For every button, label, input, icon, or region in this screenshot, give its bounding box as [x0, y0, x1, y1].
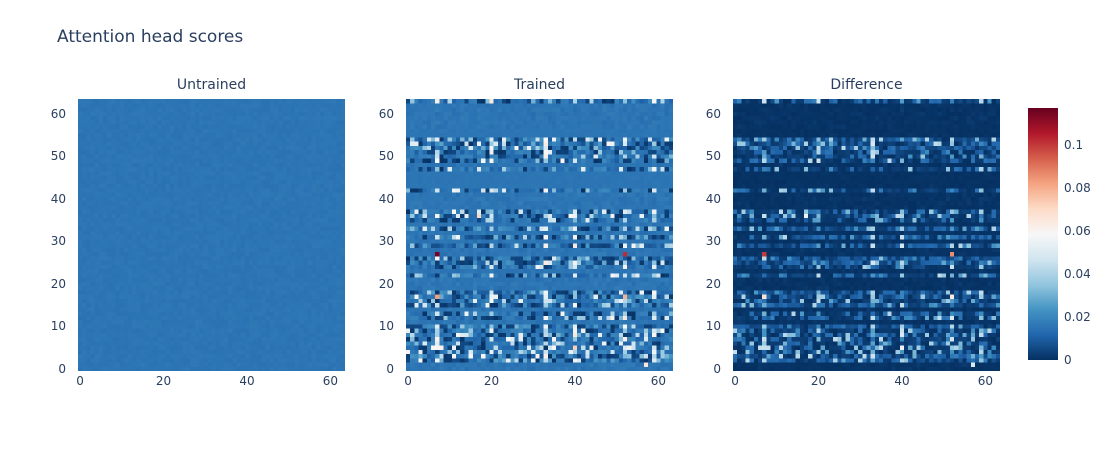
- colorbar-gradient: [1028, 108, 1058, 360]
- figure-title: Attention head scores: [57, 27, 244, 47]
- y-tick-label: 0: [386, 361, 394, 376]
- y-tick-label: 20: [378, 276, 394, 291]
- x-axis-difference: 0 20 40 60: [731, 374, 1000, 390]
- y-tick-label: 30: [378, 234, 394, 249]
- colorbar-ticks: 0 0.02 0.04 0.06 0.08 0.1: [1064, 108, 1109, 367]
- subplot-difference-title: Difference: [830, 77, 903, 93]
- colorbar-tick-label: 0: [1064, 353, 1072, 367]
- y-axis-untrained: 0 10 20 30 40 50 60: [34, 99, 72, 376]
- colorbar-tick-label: 0.06: [1064, 223, 1091, 238]
- x-tick-label: 40: [567, 374, 583, 388]
- y-tick-label: 50: [378, 149, 394, 164]
- colorbar-tick-label: 0.08: [1064, 180, 1091, 195]
- x-axis-trained: 0 20 40 60: [404, 374, 673, 390]
- x-tick-label: 60: [650, 374, 667, 388]
- colorbar: 0 0.02 0.04 0.06 0.08 0.1: [1028, 108, 1091, 367]
- y-tick-label: 10: [378, 319, 394, 334]
- y-axis-difference: 0 10 20 30 40 50 60: [689, 99, 727, 376]
- x-tick-label: 40: [239, 374, 255, 388]
- x-tick-label: 0: [731, 374, 739, 388]
- y-tick-label: 60: [50, 106, 66, 121]
- x-tick-label: 60: [977, 374, 994, 388]
- y-tick-label: 40: [50, 191, 66, 206]
- y-tick-label: 20: [705, 276, 721, 291]
- y-tick-label: 60: [705, 106, 721, 121]
- x-tick-label: 40: [894, 374, 910, 388]
- y-tick-label: 30: [50, 234, 66, 249]
- subplot-trained: Trained 0 10 20 30 40 50 60 0 20 40 60: [379, 77, 673, 388]
- y-tick-label: 50: [50, 149, 66, 164]
- subplot-difference: Difference 0 10 20 30 40 50 60 0 20 40 60: [706, 77, 1000, 388]
- y-tick-label: 60: [378, 106, 394, 121]
- subplot-untrained: Untrained 0 10 20 30 40 50 60 0 20 40 60: [51, 77, 345, 388]
- x-tick-label: 0: [76, 374, 84, 388]
- y-tick-label: 10: [50, 319, 66, 334]
- y-tick-label: 40: [378, 191, 394, 206]
- y-tick-label: 0: [58, 361, 66, 376]
- x-tick-label: 60: [322, 374, 339, 388]
- y-tick-label: 10: [705, 319, 721, 334]
- x-tick-label: 0: [404, 374, 412, 388]
- x-tick-label: 20: [155, 374, 172, 388]
- colorbar-tick-label: 0.04: [1064, 266, 1091, 281]
- y-tick-label: 50: [705, 149, 721, 164]
- y-tick-label: 40: [705, 191, 721, 206]
- subplot-untrained-title: Untrained: [176, 77, 247, 93]
- y-tick-label: 30: [705, 234, 721, 249]
- heatmap-difference[interactable]: [733, 99, 1000, 371]
- x-tick-label: 20: [483, 374, 500, 388]
- colorbar-tick-label: 0.02: [1064, 309, 1091, 324]
- colorbar-tick-label: 0.1: [1064, 137, 1084, 152]
- x-axis-untrained: 0 20 40 60: [76, 374, 345, 390]
- subplot-trained-title: Trained: [513, 77, 566, 93]
- y-tick-label: 20: [50, 276, 66, 291]
- heatmap-untrained[interactable]: [78, 99, 345, 371]
- x-tick-label: 20: [810, 374, 827, 388]
- heatmap-trained[interactable]: [406, 99, 673, 371]
- y-tick-label: 0: [713, 361, 721, 376]
- y-axis-trained: 0 10 20 30 40 50 60: [362, 99, 400, 376]
